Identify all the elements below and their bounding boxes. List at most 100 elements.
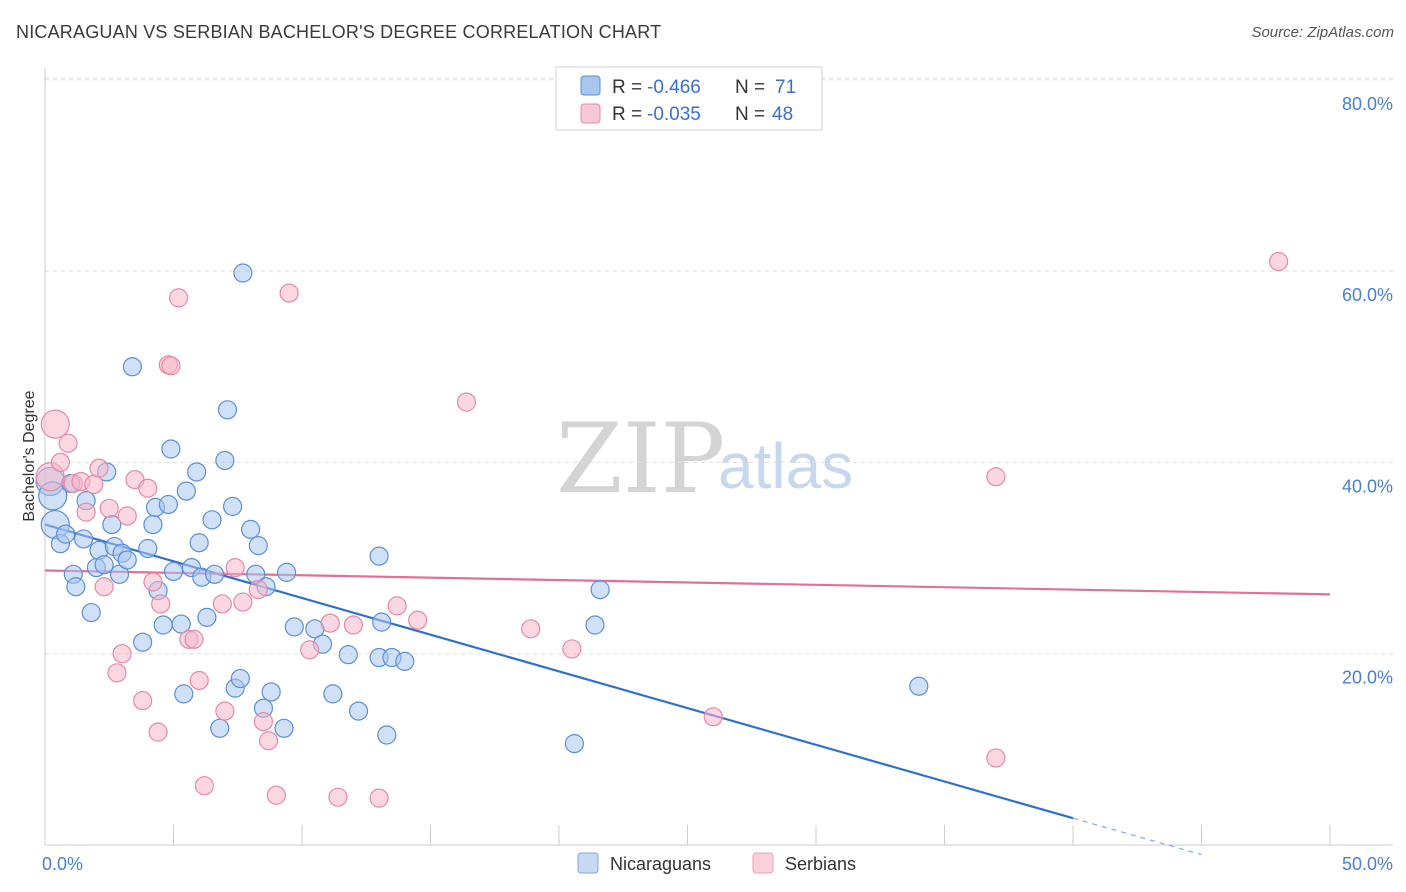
nicaraguan-point-28 xyxy=(161,439,181,459)
serbian-point-44 xyxy=(521,619,541,639)
bottom-legend-swatch-nicaraguans xyxy=(577,852,599,874)
serbian-point-8 xyxy=(89,458,109,478)
nicaraguan-point-64 xyxy=(377,725,397,745)
serbian-point-37 xyxy=(320,613,340,633)
axes xyxy=(44,68,1393,846)
nicaraguan-point-29 xyxy=(163,561,184,582)
serbian-point-46 xyxy=(703,707,723,727)
nicaraguan-point-4 xyxy=(55,524,76,544)
nicaraguan-point-45 xyxy=(230,668,250,689)
serbian-point-32 xyxy=(253,712,274,732)
serbian-point-38 xyxy=(328,787,348,807)
nicaraguan-point-46 xyxy=(233,263,253,283)
serbian-point-15 xyxy=(133,690,153,711)
serbian-point-25 xyxy=(189,670,209,691)
serbian-point-11 xyxy=(107,663,127,683)
nicaraguan-point-52 xyxy=(261,682,281,702)
nicaraguan-point-13 xyxy=(94,555,114,575)
grid-lines xyxy=(45,77,1393,655)
serbian-point-45 xyxy=(562,639,582,659)
nicaraguan-point-26 xyxy=(153,615,173,635)
serbian-point-12 xyxy=(112,644,132,664)
y-tick-labels: 20.0% 40.0% 60.0% 80.0% xyxy=(1342,94,1393,688)
serbian-point-19 xyxy=(151,594,171,614)
serbian-point-47 xyxy=(986,467,1006,487)
nicaraguan-point-7 xyxy=(66,577,86,597)
nicaraguan-point-27 xyxy=(158,494,178,515)
nicaraguan-point-66 xyxy=(395,651,415,671)
correlation-legend: R = -0.466 N = 71 R = -0.035 N = 48 xyxy=(555,66,823,131)
nicaraguan-point-35 xyxy=(189,533,209,553)
nicaraguan-point-49 xyxy=(248,536,268,556)
nicaraguan-point-22 xyxy=(138,538,158,559)
nicaraguan-point-41 xyxy=(215,450,235,471)
serbian-point-36 xyxy=(300,640,320,660)
nicaraguan-point-68 xyxy=(585,615,605,635)
serbian-point-9 xyxy=(94,577,114,597)
legend-swatch-nicaraguans xyxy=(580,75,601,96)
nicaraguan-point-70 xyxy=(909,676,929,696)
y-tick-label-20: 20.0% xyxy=(1342,668,1393,688)
serbian-point-1 xyxy=(40,409,70,439)
x-tick-max: 50.0% xyxy=(1342,854,1393,874)
y-axis-label: Bachelor's Degree xyxy=(21,390,38,521)
watermark-zip: ZIP xyxy=(556,403,725,515)
serbian-point-16 xyxy=(138,478,158,498)
serbian-point-24 xyxy=(184,629,204,649)
nicaraguan-point-37 xyxy=(197,607,217,627)
legend-n-label-1: N = xyxy=(735,77,765,98)
nicaraguan-point-30 xyxy=(171,614,191,634)
nicaraguan-trend-extension xyxy=(1072,817,1202,856)
nicaraguan-point-63 xyxy=(369,546,389,566)
serbian-point-42 xyxy=(408,610,428,630)
serbian-point-31 xyxy=(248,580,268,600)
serbian-point-43 xyxy=(456,392,477,412)
nicaraguan-point-43 xyxy=(223,496,243,516)
y-tick-label-40: 40.0% xyxy=(1342,476,1393,496)
nicaraguan-point-40 xyxy=(210,718,230,738)
serbian-point-18 xyxy=(148,722,168,742)
nicaraguan-point-10 xyxy=(81,602,101,623)
serbian-point-26 xyxy=(194,776,214,796)
nicaraguan-point-60 xyxy=(348,701,369,721)
y-tick-label-60: 60.0% xyxy=(1342,285,1393,305)
nicaraguan-point-59 xyxy=(338,645,358,665)
nicaraguan-point-31 xyxy=(174,684,194,704)
serbian-point-2 xyxy=(50,452,71,472)
x-tick-min: 0.0% xyxy=(42,854,83,874)
legend-n-value-2: 48 xyxy=(772,104,793,125)
serbian-point-48 xyxy=(986,748,1006,768)
nicaraguan-point-62 xyxy=(372,612,392,632)
serbian-point-33 xyxy=(258,731,279,751)
chart-title: NICARAGUAN VS SERBIAN BACHELOR'S DEGREE … xyxy=(16,22,662,42)
serbian-point-30 xyxy=(233,592,253,612)
nicaraguan-point-53 xyxy=(274,718,294,738)
serbian-point-41 xyxy=(387,596,407,616)
serbian-point-3 xyxy=(58,433,78,453)
nicaraguan-point-42 xyxy=(217,400,238,420)
watermark-atlas: atlas xyxy=(718,430,853,502)
serbian-point-29 xyxy=(225,558,245,578)
serbian-point-17 xyxy=(143,572,163,592)
nicaraguan-point-21 xyxy=(133,632,153,652)
y-tick-label-80: 80.0% xyxy=(1342,94,1393,114)
bottom-legend-nicaraguans: Nicaraguans xyxy=(610,854,711,874)
nicaraguan-point-38 xyxy=(202,510,222,530)
legend-r-label-1: R = xyxy=(612,77,642,98)
legend-r-value-1: -0.466 xyxy=(647,77,701,98)
serbian-point-35 xyxy=(279,283,299,303)
serbian-point-40 xyxy=(369,788,389,808)
bottom-legend-serbians: Serbians xyxy=(785,854,856,874)
serbian-point-7 xyxy=(84,474,104,494)
legend-r-value-2: -0.035 xyxy=(647,104,701,125)
nicaraguan-point-8 xyxy=(73,529,94,549)
serbian-point-39 xyxy=(343,615,363,635)
nicaraguan-point-47 xyxy=(241,519,261,539)
serbian-point-6 xyxy=(76,502,96,522)
nicaraguan-point-55 xyxy=(284,617,304,637)
serbian-point-22 xyxy=(169,288,189,308)
serbian-point-13 xyxy=(117,506,137,526)
nicaraguan-point-32 xyxy=(176,481,196,501)
nicaraguan-point-23 xyxy=(143,514,163,535)
